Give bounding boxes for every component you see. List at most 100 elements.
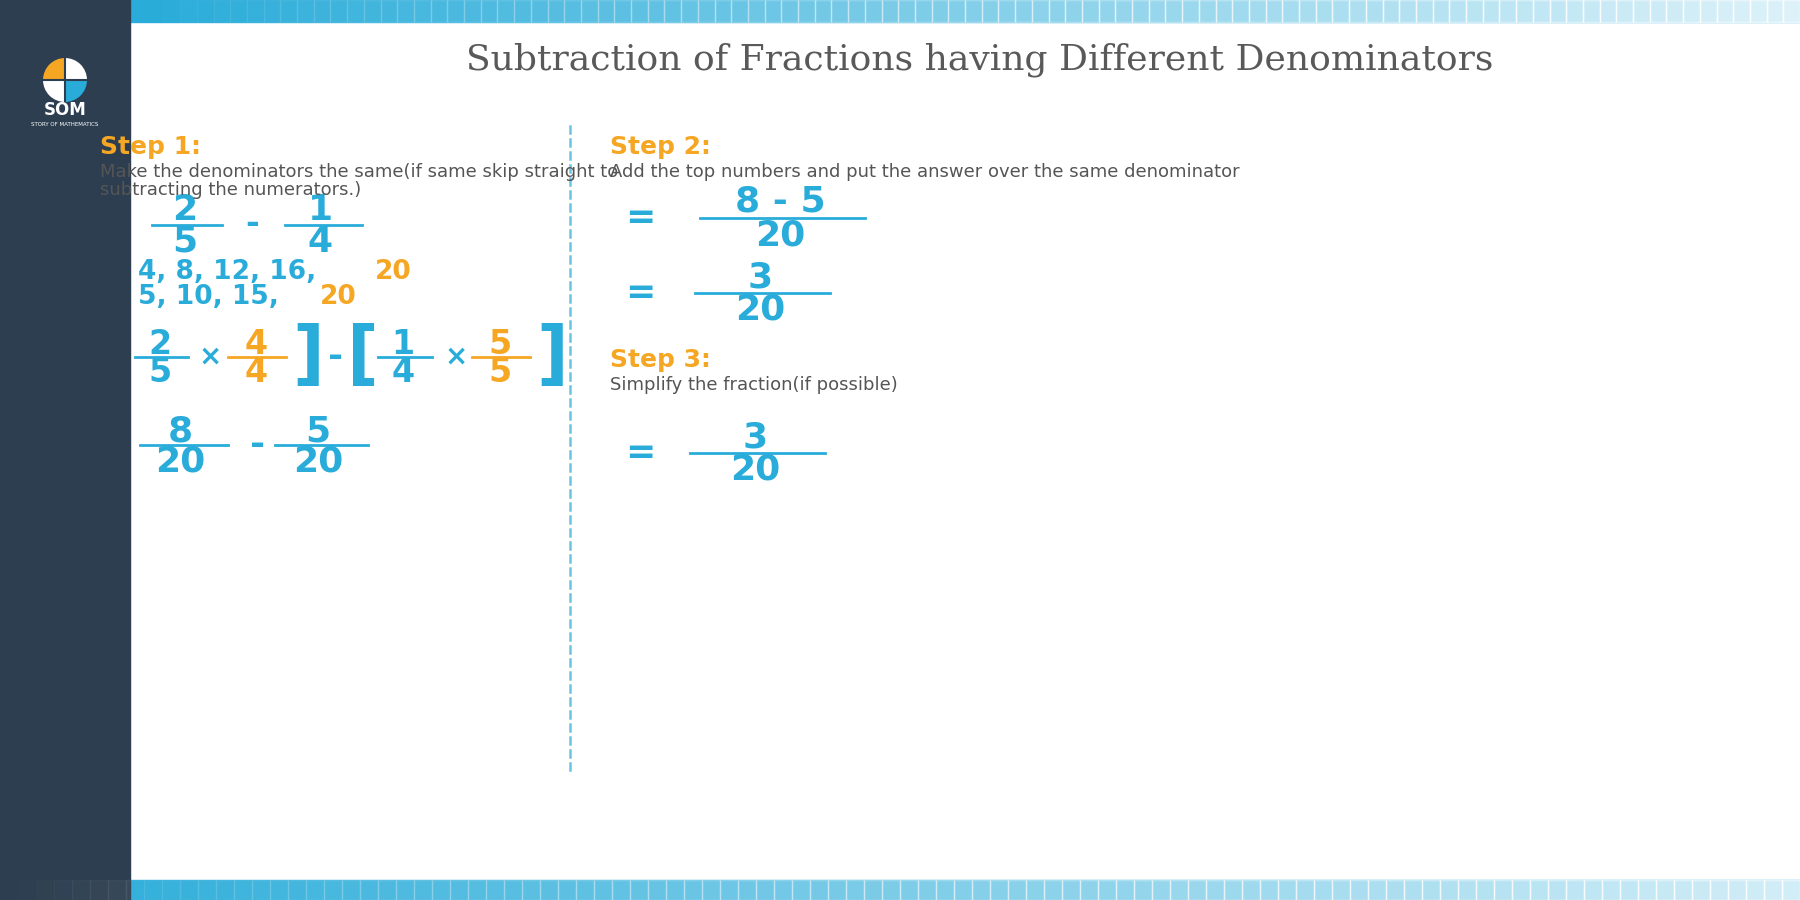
Bar [1152, 880, 1170, 900]
Bar [648, 0, 664, 22]
Bar [810, 880, 828, 900]
Bar [1296, 880, 1314, 900]
Bar [954, 880, 972, 900]
Bar [1766, 0, 1784, 22]
Bar [1206, 880, 1224, 900]
Bar [252, 880, 270, 900]
Bar [0, 880, 1800, 900]
Bar [666, 880, 684, 900]
Bar [715, 0, 731, 22]
Bar [1699, 0, 1717, 22]
Bar [306, 880, 324, 900]
Bar [1134, 880, 1152, 900]
Bar [630, 880, 648, 900]
Bar [1382, 0, 1399, 22]
Bar [1368, 880, 1386, 900]
Bar [515, 0, 531, 22]
Bar [1499, 0, 1516, 22]
Bar [1764, 880, 1782, 900]
Bar [1600, 0, 1616, 22]
Bar [848, 0, 864, 22]
Bar [146, 0, 164, 22]
Text: 4: 4 [245, 356, 268, 389]
Bar [1366, 0, 1382, 22]
Bar [1649, 0, 1667, 22]
Bar [1026, 880, 1044, 900]
Text: Subtraction of Fractions having Different Denominators: Subtraction of Fractions having Differen… [466, 42, 1494, 77]
Bar [162, 880, 180, 900]
Bar [1746, 880, 1764, 900]
Bar [1483, 0, 1499, 22]
Bar [432, 880, 450, 900]
Text: ×: × [198, 343, 221, 371]
Bar [614, 0, 632, 22]
Bar [1417, 0, 1433, 22]
Bar [648, 880, 666, 900]
Bar [547, 0, 563, 22]
Bar [1465, 0, 1483, 22]
Bar [216, 880, 234, 900]
Bar [281, 0, 297, 22]
Bar [1728, 880, 1746, 900]
Text: 4: 4 [391, 356, 414, 389]
Bar [765, 0, 781, 22]
Bar [198, 880, 216, 900]
Bar [1215, 0, 1233, 22]
Text: ×: × [445, 343, 468, 371]
Text: [: [ [103, 323, 133, 391]
Bar [1300, 0, 1316, 22]
Bar [1044, 880, 1062, 900]
Bar [313, 0, 331, 22]
Bar [749, 0, 765, 22]
Text: 20: 20 [729, 453, 779, 487]
Bar [918, 880, 936, 900]
Bar [1566, 0, 1582, 22]
Bar [331, 0, 347, 22]
Bar [0, 880, 18, 900]
Text: 5: 5 [488, 356, 511, 389]
Bar [576, 880, 594, 900]
Bar [1620, 880, 1638, 900]
Bar [1282, 0, 1300, 22]
Bar [481, 0, 497, 22]
Bar [144, 880, 162, 900]
Bar [1717, 0, 1733, 22]
Bar [664, 0, 680, 22]
Text: ]: ] [292, 323, 324, 391]
Text: =: = [625, 436, 655, 470]
Bar [632, 0, 648, 22]
Text: =: = [625, 276, 655, 310]
Bar [347, 0, 364, 22]
Text: -: - [245, 206, 259, 239]
Bar [414, 880, 432, 900]
Text: =: = [72, 340, 103, 374]
Bar [1199, 0, 1215, 22]
Text: 20: 20 [754, 218, 805, 252]
Bar [1015, 0, 1031, 22]
Text: 5: 5 [306, 414, 331, 448]
Bar [738, 880, 756, 900]
Wedge shape [65, 58, 86, 80]
Bar [972, 880, 990, 900]
Bar [1224, 880, 1242, 900]
Bar [815, 0, 832, 22]
Bar [900, 880, 918, 900]
Bar [446, 0, 464, 22]
Bar [1242, 880, 1260, 900]
Text: 20: 20 [155, 444, 205, 478]
Bar [1633, 0, 1649, 22]
Bar [1278, 880, 1296, 900]
Bar [1008, 880, 1026, 900]
Bar [1530, 880, 1548, 900]
Text: ]: ] [536, 323, 567, 391]
Bar [36, 880, 54, 900]
Bar [781, 0, 797, 22]
Bar [1332, 880, 1350, 900]
Bar [882, 880, 900, 900]
Text: 20: 20 [734, 293, 785, 327]
Bar [230, 0, 247, 22]
Bar [1692, 880, 1710, 900]
Text: 8 - 5: 8 - 5 [734, 185, 826, 219]
Bar [297, 0, 313, 22]
Bar [936, 880, 954, 900]
